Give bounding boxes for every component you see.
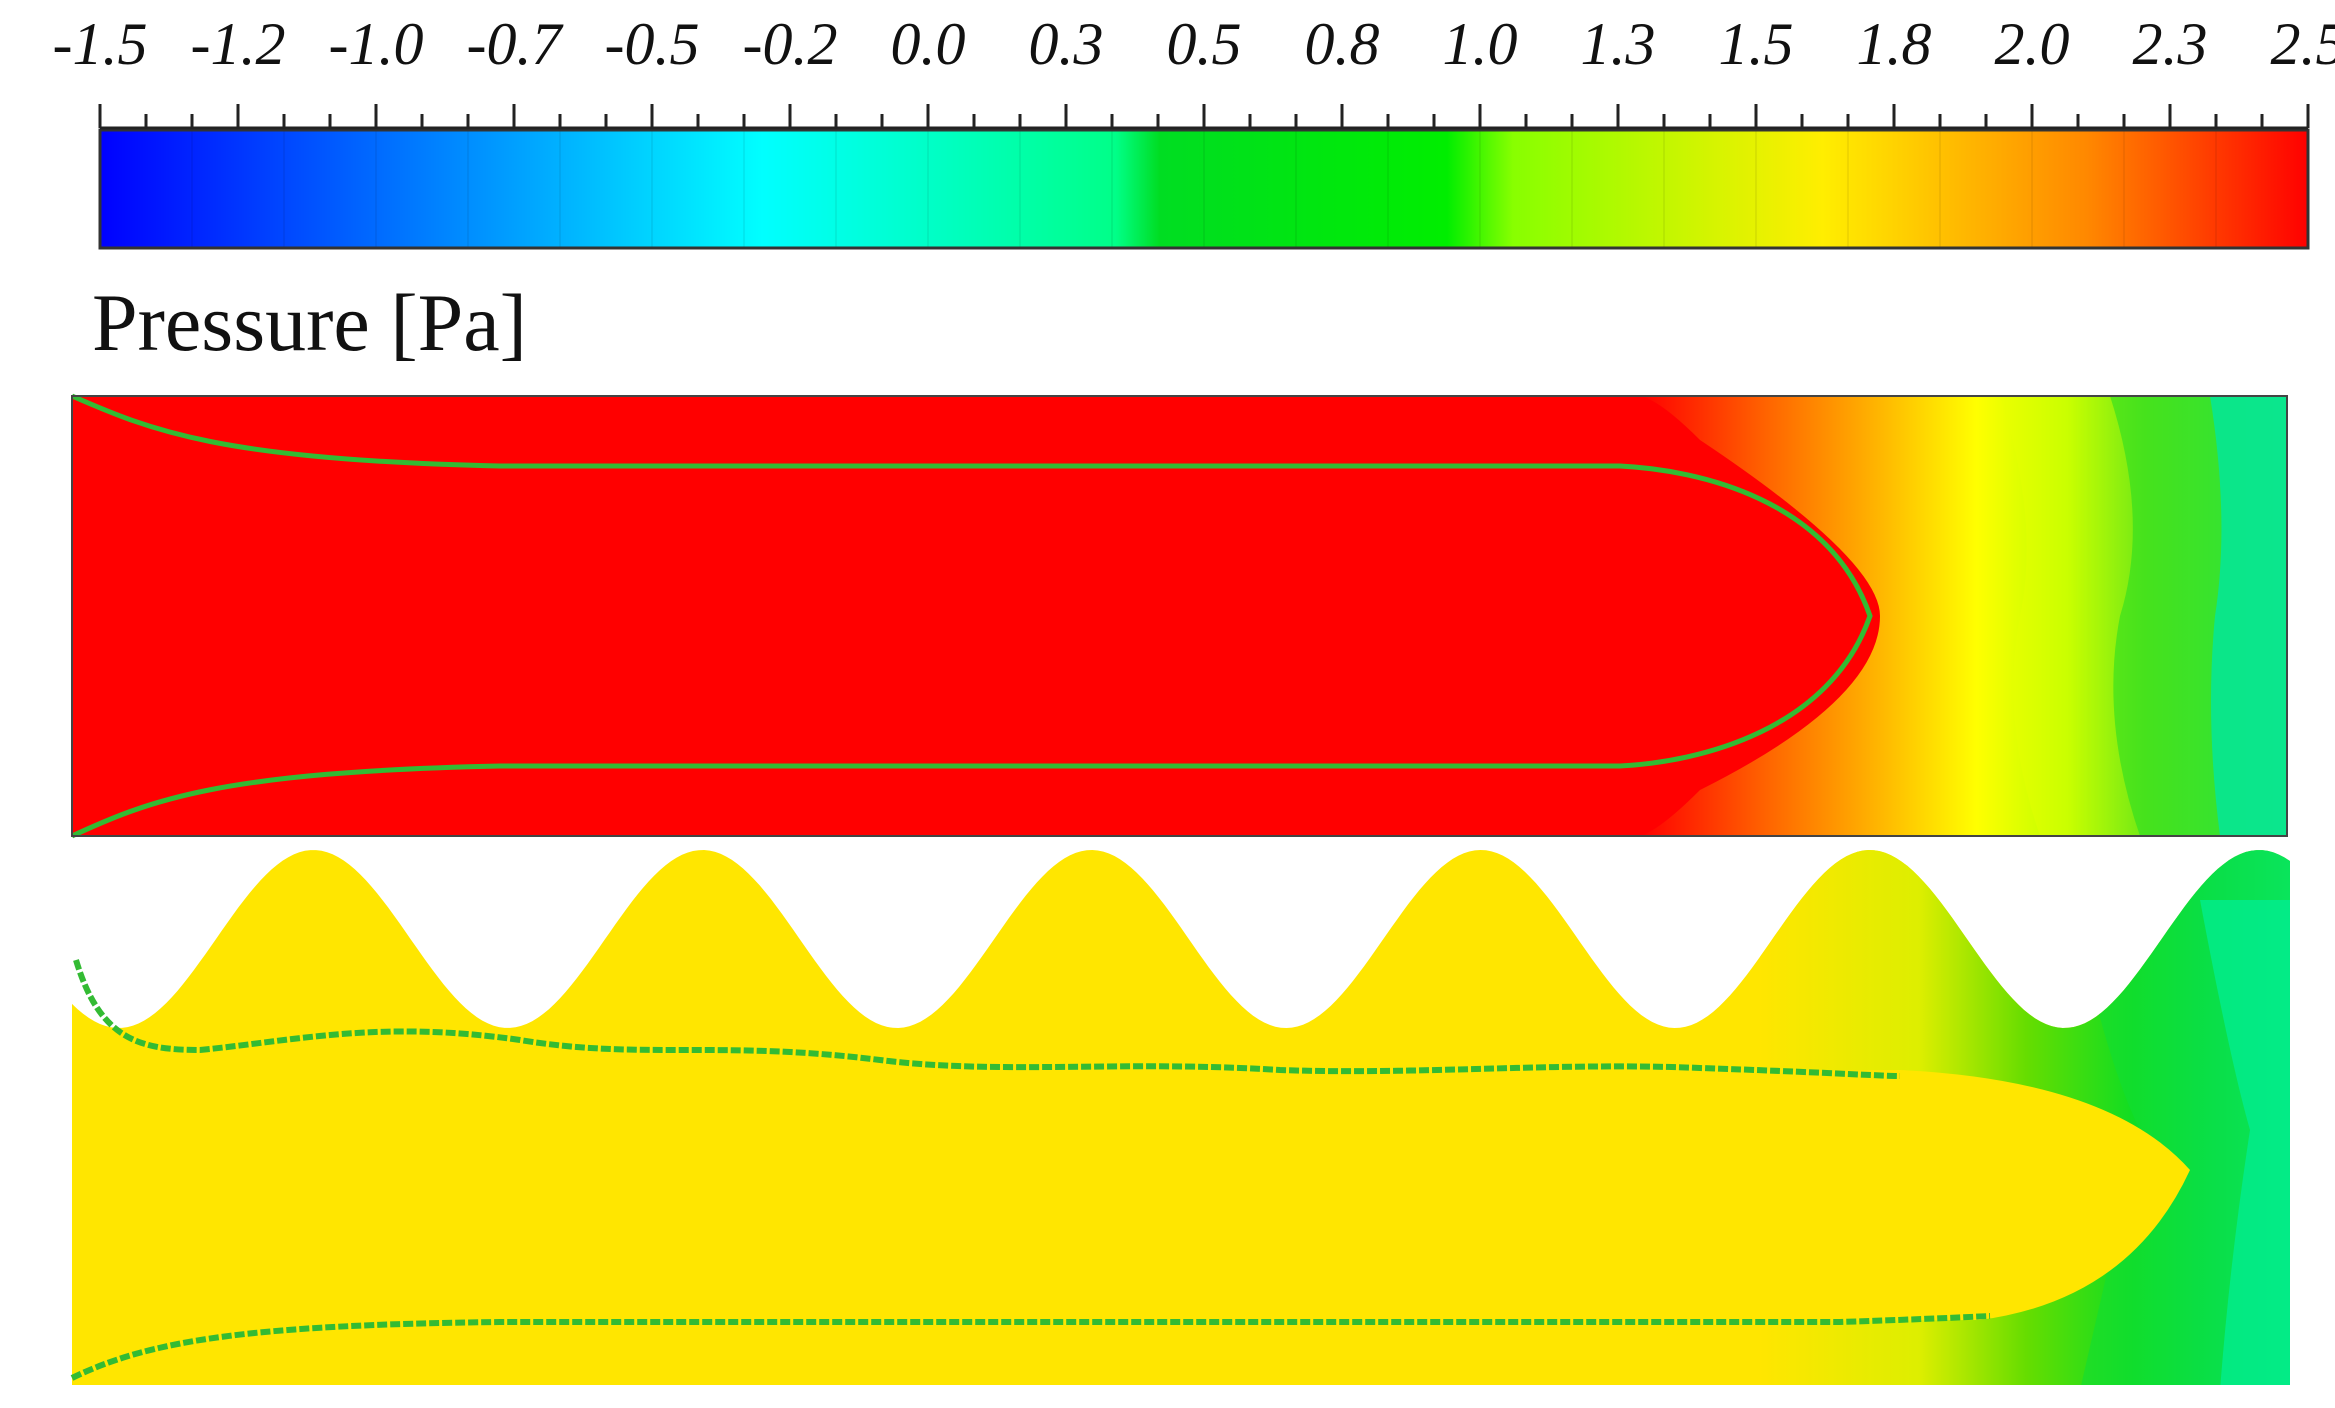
wavy-band-cyan [2200, 900, 2290, 1385]
colorbar-tick-label: 2.5 [2270, 11, 2335, 77]
legend-title: Pressure [Pa] [92, 277, 527, 368]
colorbar-tick-label: -0.7 [466, 11, 562, 77]
colorbar-tick-label: 0.0 [890, 11, 966, 77]
colorbar-frame [98, 128, 2310, 250]
colorbar-tick-label: 0.3 [1028, 11, 1104, 77]
straight-channel-panel [70, 393, 2288, 839]
colorbar-tick-label: -0.5 [604, 11, 700, 77]
colorbar-tick-label: 1.3 [1580, 11, 1656, 77]
colorbar-tick-label: 1.5 [1718, 11, 1794, 77]
colorbar-tick-label: 2.3 [2132, 11, 2208, 77]
wavy-yellow-lobe [72, 1070, 2190, 1330]
wavy-interface-line-bottom [70, 1313, 1991, 1381]
straight-red-lobe [72, 396, 1880, 836]
colorbar-tick-label: -1.0 [328, 11, 424, 77]
colorbar-tick-label: 2.0 [1994, 11, 2070, 77]
straight-channel-frame [71, 395, 2288, 837]
colorbar-tick-label: -0.2 [742, 11, 838, 77]
wavy-interface-line-top [73, 959, 1901, 1079]
colorbar-tick-label: 0.5 [1166, 11, 1242, 77]
straight-band-cyan [2210, 396, 2287, 836]
wavy-channel-panel [70, 850, 2290, 1385]
straight-interface-line [70, 393, 1873, 839]
colorbar [98, 104, 2310, 250]
colorbar-ticks [98, 104, 2310, 128]
colorbar-gradient [100, 130, 2308, 248]
colorbar-bands [191, 131, 2217, 247]
colorbar-tick-label: -1.2 [190, 11, 286, 77]
colorbar-tick-label: 1.0 [1442, 11, 1518, 77]
colorbar-tick-label: 1.8 [1856, 11, 1932, 77]
colorbar-tick-label: -1.5 [52, 11, 148, 77]
colorbar-tick-label: 0.8 [1304, 11, 1380, 77]
